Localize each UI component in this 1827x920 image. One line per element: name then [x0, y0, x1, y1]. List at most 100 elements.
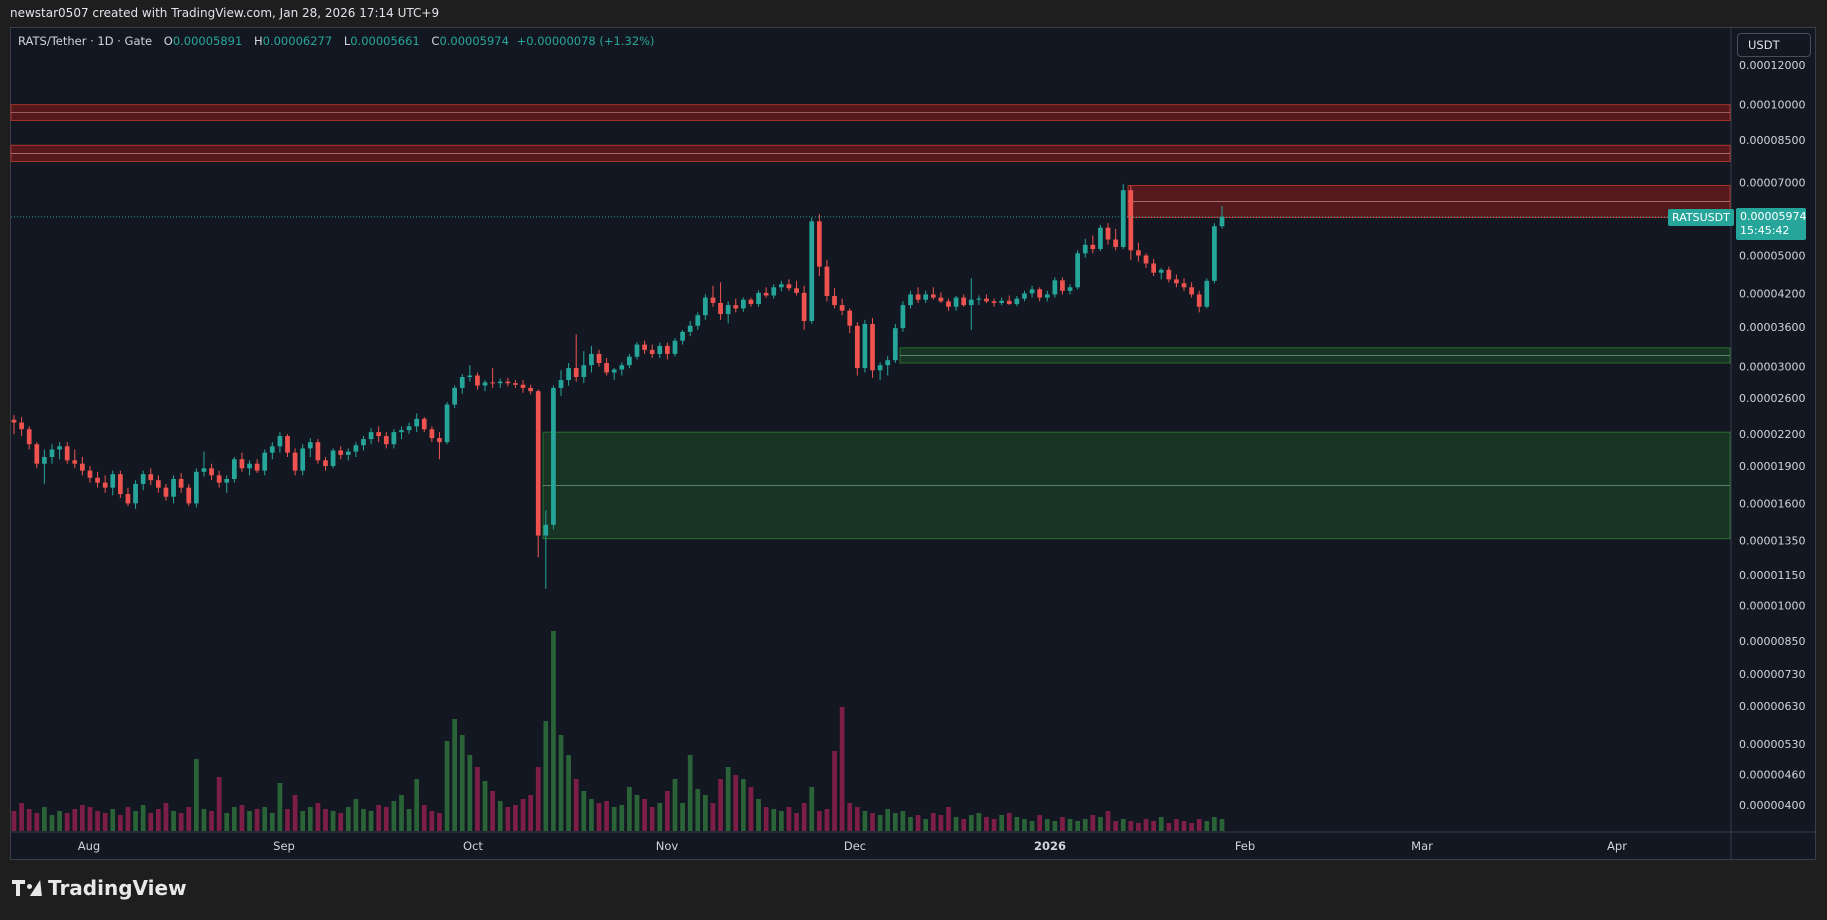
volume-bar [1166, 823, 1172, 831]
volume-bar [1014, 817, 1020, 831]
candle-body [459, 377, 465, 388]
currency-button[interactable]: USDT [1737, 33, 1811, 57]
bar-countdown: 15:45:42 [1740, 224, 1790, 237]
candle-body [406, 426, 412, 431]
volume-bar [627, 787, 632, 831]
volume-bar [657, 803, 663, 831]
volume-bar [292, 795, 298, 831]
volume-bar [839, 707, 845, 831]
volume-bar [1174, 819, 1179, 831]
volume-bar [247, 811, 252, 831]
volume-bar [581, 791, 587, 831]
candle-body [376, 432, 382, 437]
price-tick-label: 0.00008500 [1739, 134, 1805, 147]
volume-bar [19, 803, 24, 831]
candle-body [665, 345, 670, 354]
candle-body [171, 478, 176, 497]
candle-body [1075, 253, 1081, 288]
candle-body [133, 483, 138, 504]
volume-bar [338, 813, 344, 831]
volume-bar [163, 803, 169, 831]
price-tick-label: 0.00004200 [1739, 287, 1805, 300]
volume-bar [589, 799, 594, 831]
candle-body [269, 446, 275, 453]
volume-bar [862, 811, 868, 831]
time-tick-label: Aug [78, 839, 100, 853]
candle-body [323, 460, 328, 466]
volume-bar [976, 813, 982, 831]
volume-bar [885, 809, 891, 831]
tradingview-brand[interactable]: TradingView [12, 876, 187, 900]
volume-bar [125, 807, 131, 831]
candle-body [756, 292, 761, 305]
candle-body [330, 450, 336, 466]
volume-bar [1120, 819, 1126, 831]
candle-body [991, 301, 997, 303]
volume-bar [649, 807, 655, 831]
price-tick-label: 0.00012000 [1739, 59, 1805, 72]
candle-body [57, 446, 62, 450]
volume-bar [57, 811, 62, 831]
volume-bar [991, 819, 997, 831]
volume-bar [854, 807, 860, 831]
volume-bar [118, 815, 123, 831]
candle-body [627, 356, 632, 366]
candle-body [786, 284, 792, 289]
volume-bar [763, 807, 769, 831]
volume-bar [368, 811, 374, 831]
candle-body [771, 287, 777, 296]
volume-bar [361, 809, 366, 831]
volume-bar [786, 807, 792, 831]
candle-body [1158, 269, 1164, 273]
candle-body [1120, 190, 1126, 247]
candle-body [193, 471, 199, 504]
candle-body [140, 474, 146, 484]
volume-bar [1090, 815, 1096, 831]
candle-body [383, 436, 389, 445]
volume-bar [1052, 821, 1058, 831]
candle-body [1014, 298, 1020, 305]
price-tick-label: 0.00010000 [1739, 99, 1805, 112]
candle-body [1212, 226, 1217, 281]
price-tick-label: 0.00001150 [1739, 569, 1805, 582]
volume-bar [1113, 821, 1118, 831]
price-tick-label: 0.00000460 [1739, 769, 1805, 782]
volume-bar [756, 799, 761, 831]
candle-body [535, 391, 541, 536]
candle-body [292, 452, 298, 471]
price-tick-label: 0.00000850 [1739, 635, 1805, 648]
candle-body [429, 429, 435, 439]
candle-body [421, 418, 427, 430]
volume-bar [1075, 821, 1081, 831]
candle-body [102, 482, 108, 488]
volume-bar [459, 735, 465, 831]
volume-bar [1105, 811, 1111, 831]
candle-body [1136, 250, 1141, 256]
price-tick-label: 0.00002200 [1739, 428, 1805, 441]
volume-bar [1158, 817, 1164, 831]
candle-body [277, 436, 283, 447]
price-tick-label: 0.00002600 [1739, 392, 1805, 405]
price-tick-label: 0.00005000 [1739, 249, 1805, 262]
volume-bar [741, 779, 746, 831]
brand-name: TradingView [48, 876, 187, 900]
ticker-label: RATSUSDT [1668, 209, 1734, 226]
volume-bar [497, 801, 503, 831]
candle-body [11, 419, 17, 423]
candle-body [908, 294, 913, 306]
volume-bar [178, 813, 184, 831]
candle-body [345, 451, 351, 455]
candle-body [1044, 294, 1050, 298]
candle-body [832, 296, 837, 306]
candle-body [247, 463, 252, 469]
volume-bar [345, 807, 351, 831]
candle-body [285, 436, 290, 453]
volume-bar [672, 779, 678, 831]
candle-body [513, 383, 518, 385]
volume-bar [1082, 819, 1088, 831]
volume-bar [133, 811, 138, 831]
volume-bar [778, 811, 784, 831]
candle-body [475, 375, 480, 386]
last-price-value: 0.00005974 [1740, 210, 1807, 223]
